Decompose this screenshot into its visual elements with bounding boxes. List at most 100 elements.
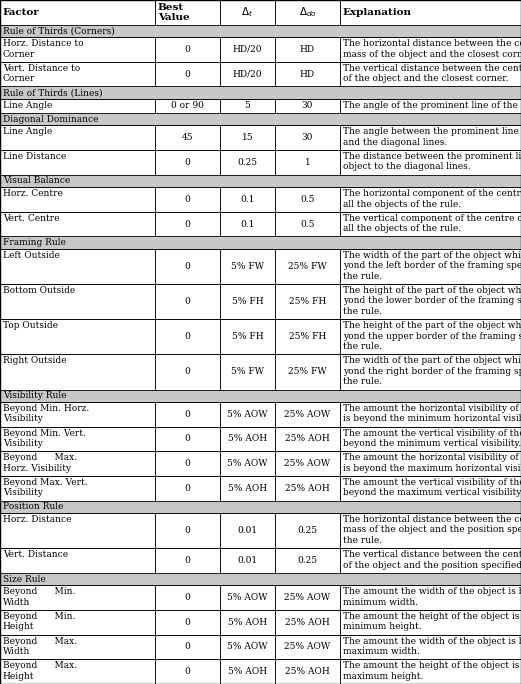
Bar [155,610,220,635]
Text: 5% AOH: 5% AOH [228,434,267,443]
Text: 0.1: 0.1 [240,195,255,204]
Text: 45: 45 [182,133,193,142]
Text: 5% FW: 5% FW [231,367,264,376]
Bar [0,354,155,389]
Bar [155,212,220,237]
Text: 0: 0 [184,484,190,492]
Bar [340,451,521,476]
Text: The height of the part of the object which is be-
yond the lower border of the f: The height of the part of the object whi… [343,286,521,316]
Text: Beyond Max. Vert.
Visibility: Beyond Max. Vert. Visibility [3,478,88,497]
Text: 25% AOH: 25% AOH [285,484,330,492]
Bar [155,319,220,354]
Text: HD/20: HD/20 [233,45,262,54]
Bar [0,610,521,635]
Bar [155,0,220,25]
Bar [0,0,155,25]
Text: The vertical component of the centre of mass of
all the objects of the rule.: The vertical component of the centre of … [343,214,521,233]
Text: $\Delta_{do}$: $\Delta_{do}$ [299,5,316,19]
Bar [0,501,521,513]
Text: 1: 1 [305,158,311,167]
Bar [220,610,275,635]
Bar [0,187,155,212]
Text: 5% FW: 5% FW [231,262,264,271]
Text: Beyond      Max.
Height: Beyond Max. Height [3,661,77,681]
Bar [340,610,521,635]
Bar [340,354,521,389]
Text: Line Distance: Line Distance [3,152,66,161]
Text: 0 or 90: 0 or 90 [171,101,204,110]
Text: 5% AOH: 5% AOH [228,618,267,627]
Bar [220,513,275,548]
Bar [0,402,155,427]
Text: 0: 0 [184,526,190,535]
Bar [275,212,340,237]
Text: 25% AOW: 25% AOW [284,593,330,602]
Text: Rule of Thirds (Corners): Rule of Thirds (Corners) [3,27,115,36]
Text: 0: 0 [184,593,190,602]
Bar [275,187,340,212]
Bar [0,635,521,659]
Bar [220,476,275,501]
Bar [0,284,521,319]
Bar [275,586,340,610]
Bar [155,354,220,389]
Text: 0.5: 0.5 [300,220,315,228]
Text: 5% AOH: 5% AOH [228,667,267,676]
Bar [155,586,220,610]
Text: HD/20: HD/20 [233,70,262,79]
Bar [0,187,521,212]
Text: The amount the height of the object is beyond the
maximum height.: The amount the height of the object is b… [343,661,521,681]
Text: 25% AOW: 25% AOW [284,410,330,419]
Bar [220,427,275,451]
Bar [0,125,155,150]
Text: The amount the width of the object is beyond the
maximum width.: The amount the width of the object is be… [343,637,521,656]
Bar [0,113,521,125]
Bar [275,427,340,451]
Text: The distance between the prominent line of the
object to the diagonal lines.: The distance between the prominent line … [343,152,521,172]
Bar [0,86,521,98]
Text: The amount the horizontal visibility of the object
is beyond the maximum horizon: The amount the horizontal visibility of … [343,453,521,473]
Text: 5% AOW: 5% AOW [227,593,268,602]
Text: Visibility Rule: Visibility Rule [3,391,66,400]
Bar [340,0,521,25]
Bar [340,427,521,451]
Bar [155,635,220,659]
Bar [275,610,340,635]
Bar [0,427,155,451]
Bar [0,25,521,37]
Bar [340,249,521,284]
Text: The amount the horizontal visibility of the object
is beyond the minimum horizon: The amount the horizontal visibility of … [343,404,521,423]
Bar [275,150,340,174]
Text: Factor: Factor [3,8,40,17]
Bar [0,427,521,451]
Text: 5% AOW: 5% AOW [227,642,268,651]
Bar [220,125,275,150]
Bar [220,586,275,610]
Bar [155,659,220,684]
Bar [275,62,340,86]
Bar [275,635,340,659]
Text: 0.01: 0.01 [238,526,257,535]
Bar [155,427,220,451]
Bar [275,125,340,150]
Bar [0,513,521,548]
Text: Right Outside: Right Outside [3,356,66,365]
Text: 0: 0 [184,332,190,341]
Bar [340,586,521,610]
Bar [155,284,220,319]
Bar [340,476,521,501]
Text: Beyond      Min.
Width: Beyond Min. Width [3,588,75,607]
Text: The angle of the prominent line of the object.: The angle of the prominent line of the o… [343,101,521,110]
Bar [220,635,275,659]
Text: The width of the part of the object which is be-
yond the right border of the fr: The width of the part of the object whic… [343,356,521,386]
Bar [340,284,521,319]
Bar [0,513,155,548]
Text: 5% AOH: 5% AOH [228,484,267,492]
Bar [340,635,521,659]
Text: Rule of Thirds (Lines): Rule of Thirds (Lines) [3,88,102,97]
Text: Framing Rule: Framing Rule [3,238,66,247]
Bar [155,513,220,548]
Text: 25% AOH: 25% AOH [285,667,330,676]
Bar [0,635,155,659]
Text: Line Angle: Line Angle [3,101,52,110]
